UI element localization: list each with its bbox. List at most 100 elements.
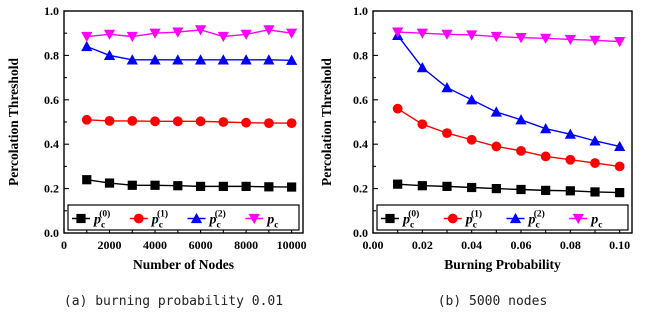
- x-tick-label: 0.02: [412, 238, 433, 252]
- y-tick-label: 0.6: [353, 93, 368, 107]
- legend-marker: [248, 213, 260, 225]
- y-tick-label: 0.6: [44, 93, 59, 107]
- data-point: [416, 62, 428, 73]
- data-point: [540, 33, 552, 44]
- legend-marker: [133, 213, 144, 224]
- data-point: [218, 117, 229, 127]
- data-point: [150, 116, 160, 127]
- data-point: [441, 29, 453, 40]
- series-line-2: [86, 45, 292, 61]
- y-tick-label: 0.2: [353, 182, 368, 196]
- data-point: [194, 54, 207, 65]
- x-tick-label: 0.10: [609, 238, 630, 252]
- data-point: [540, 151, 551, 162]
- x-tick-label: 0: [61, 238, 67, 252]
- data-point: [172, 27, 184, 38]
- data-point: [286, 54, 298, 65]
- legend-label: pc(0): [93, 209, 110, 231]
- x-tick-label: 0.00: [363, 238, 384, 252]
- legend-label: pc(1): [465, 209, 482, 231]
- y-tick-label: 1.0: [44, 4, 59, 18]
- x-tick-label: 0.08: [560, 238, 581, 252]
- data-point: [287, 182, 297, 192]
- data-point: [172, 54, 184, 65]
- data-point: [195, 116, 206, 127]
- data-point: [589, 35, 601, 46]
- data-point: [417, 119, 428, 130]
- data-point: [240, 29, 252, 40]
- data-point: [194, 25, 207, 36]
- data-point: [126, 31, 138, 43]
- panel-caption: (b) 5000 nodes: [438, 294, 548, 309]
- legend-marker: [509, 212, 522, 224]
- data-point: [392, 103, 403, 114]
- y-tick-label: 1.0: [353, 4, 368, 18]
- legend-box: [376, 204, 629, 231]
- data-point: [218, 181, 228, 191]
- series-line-2: [397, 34, 620, 148]
- data-point: [442, 181, 452, 191]
- data-point: [441, 81, 453, 93]
- series-line-3: [86, 29, 292, 38]
- data-point: [126, 54, 138, 65]
- data-point: [149, 28, 161, 39]
- panel-caption: (a) burning probability 0.01: [64, 294, 283, 309]
- data-point: [614, 140, 626, 152]
- legend-label: pc(0): [402, 209, 419, 231]
- data-point: [217, 54, 229, 65]
- legend-marker: [572, 213, 584, 225]
- data-point: [416, 28, 428, 39]
- data-point: [467, 182, 477, 193]
- series-line-0: [397, 183, 620, 194]
- chart-panel-b: 0.0 0.2 0.4 0.6 0.8 1.0 0.00 0.02 0.04 0.06 0.08 0.…: [319, 4, 633, 309]
- data-point: [515, 33, 527, 44]
- data-point: [417, 181, 427, 191]
- data-point: [81, 114, 92, 125]
- data-point: [286, 28, 298, 39]
- data-point: [516, 145, 526, 156]
- y-tick-label: 0.0: [353, 226, 368, 240]
- data-point: [217, 31, 229, 43]
- series-line-1: [86, 119, 292, 124]
- chart-panel-a: 0.0 0.2 0.4 0.6 0.8 1.0 0 2000 4000 6000 8000 10000…: [6, 4, 307, 309]
- data-point: [286, 118, 297, 129]
- x-tick-label: 0.04: [461, 238, 482, 252]
- y-tick-label: 0.8: [44, 48, 59, 62]
- data-point: [81, 40, 93, 52]
- data-point: [240, 54, 252, 65]
- series-line-3: [397, 31, 620, 43]
- data-point: [104, 178, 115, 188]
- data-point: [590, 158, 600, 168]
- legend-marker: [190, 212, 203, 224]
- plot-frame: [372, 10, 633, 234]
- data-point: [81, 31, 93, 43]
- data-point: [241, 181, 251, 191]
- data-point: [541, 185, 551, 195]
- data-point: [264, 182, 274, 192]
- data-point: [442, 128, 452, 139]
- data-point: [82, 175, 92, 185]
- data-point: [127, 180, 137, 190]
- legend-label: pc(2): [528, 209, 545, 231]
- x-tick-label: 0.06: [511, 238, 532, 252]
- data-point: [491, 184, 501, 194]
- data-point: [173, 181, 183, 191]
- x-tick-label: 2000: [98, 238, 122, 252]
- data-point: [195, 181, 206, 191]
- data-point: [263, 54, 275, 65]
- data-point: [589, 135, 601, 146]
- legend-marker: [385, 213, 395, 224]
- data-point: [564, 34, 576, 46]
- x-tick-label: 10000: [277, 238, 307, 252]
- data-point: [590, 187, 600, 197]
- x-tick-label: 4000: [143, 238, 167, 252]
- y-tick-label: 0.4: [44, 137, 59, 151]
- x-axis-title: Number of Nodes: [133, 257, 234, 272]
- data-point: [614, 161, 625, 172]
- y-axis-title: Percolation Threshold: [6, 58, 21, 186]
- data-point: [393, 179, 403, 189]
- data-point: [565, 154, 576, 165]
- y-axis-title: Percolation Threshold: [319, 58, 334, 186]
- x-axis-title: Burning Probability: [444, 257, 561, 272]
